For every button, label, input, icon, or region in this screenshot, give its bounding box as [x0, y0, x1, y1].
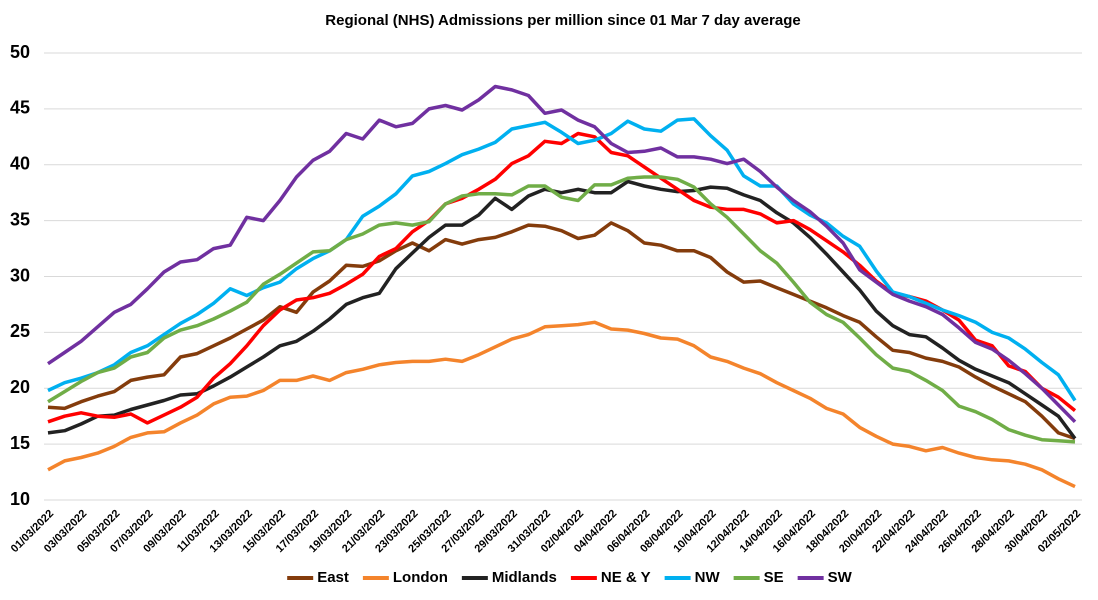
legend-label: NW: [695, 569, 721, 586]
series-line: [47, 84, 1077, 424]
y-tick-label: 25: [10, 321, 30, 341]
series-line: [47, 117, 1077, 402]
y-tick-label: 40: [10, 154, 30, 174]
legend-label: East: [317, 569, 349, 586]
series-line: [47, 221, 1076, 441]
legend: East London Midlands NE & Y NW SE SW: [287, 569, 853, 586]
series-line: [47, 320, 1076, 489]
chart-title: Regional (NHS) Admissions per million si…: [325, 12, 800, 29]
legend-label: Midlands: [492, 569, 557, 586]
y-tick-label: 50: [10, 42, 30, 62]
y-tick-label: 15: [10, 433, 30, 453]
legend-label: SW: [828, 569, 853, 586]
legend-label: SE: [764, 569, 784, 586]
y-tick-label: 10: [10, 489, 30, 509]
series-line: [47, 175, 1076, 444]
y-tick-label: 30: [10, 265, 30, 285]
legend-label: London: [393, 569, 448, 586]
y-tick-label: 35: [10, 209, 30, 229]
y-tick-label: 45: [10, 98, 30, 118]
series-line: [47, 179, 1077, 440]
legend-label: NE & Y: [601, 569, 651, 586]
y-tick-label: 20: [10, 377, 30, 397]
